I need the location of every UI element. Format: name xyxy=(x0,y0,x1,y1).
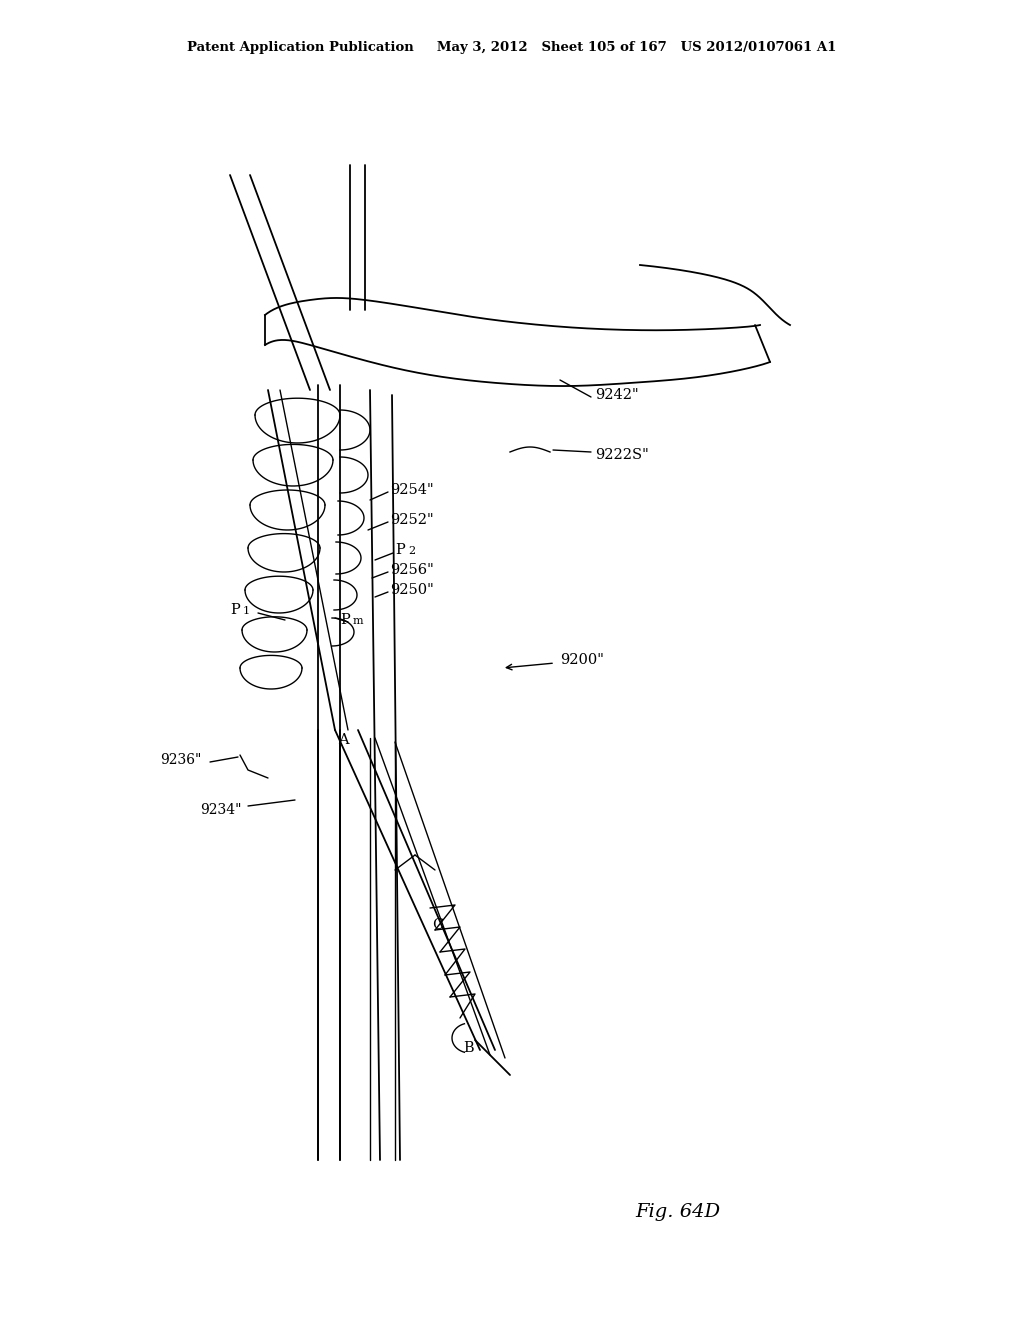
Text: 9250": 9250" xyxy=(390,583,434,597)
Text: 9200": 9200" xyxy=(560,653,604,667)
Text: 9256": 9256" xyxy=(390,564,434,577)
Text: Patent Application Publication     May 3, 2012   Sheet 105 of 167   US 2012/0107: Patent Application Publication May 3, 20… xyxy=(187,41,837,54)
Text: 9242": 9242" xyxy=(595,388,639,403)
Text: P: P xyxy=(230,603,240,616)
Text: B: B xyxy=(463,1041,474,1055)
Text: P: P xyxy=(340,612,350,627)
Text: m: m xyxy=(353,616,364,626)
Text: 2: 2 xyxy=(408,546,415,556)
Text: Fig. 64D: Fig. 64D xyxy=(635,1203,720,1221)
Text: 1: 1 xyxy=(243,606,250,616)
Text: 9234": 9234" xyxy=(200,803,242,817)
Text: 9254": 9254" xyxy=(390,483,433,498)
Text: 9222S": 9222S" xyxy=(595,447,649,462)
Text: 9252": 9252" xyxy=(390,513,433,527)
Text: A: A xyxy=(338,733,348,747)
Text: 9236": 9236" xyxy=(160,752,202,767)
Text: P: P xyxy=(395,543,404,557)
Text: C: C xyxy=(432,917,443,932)
